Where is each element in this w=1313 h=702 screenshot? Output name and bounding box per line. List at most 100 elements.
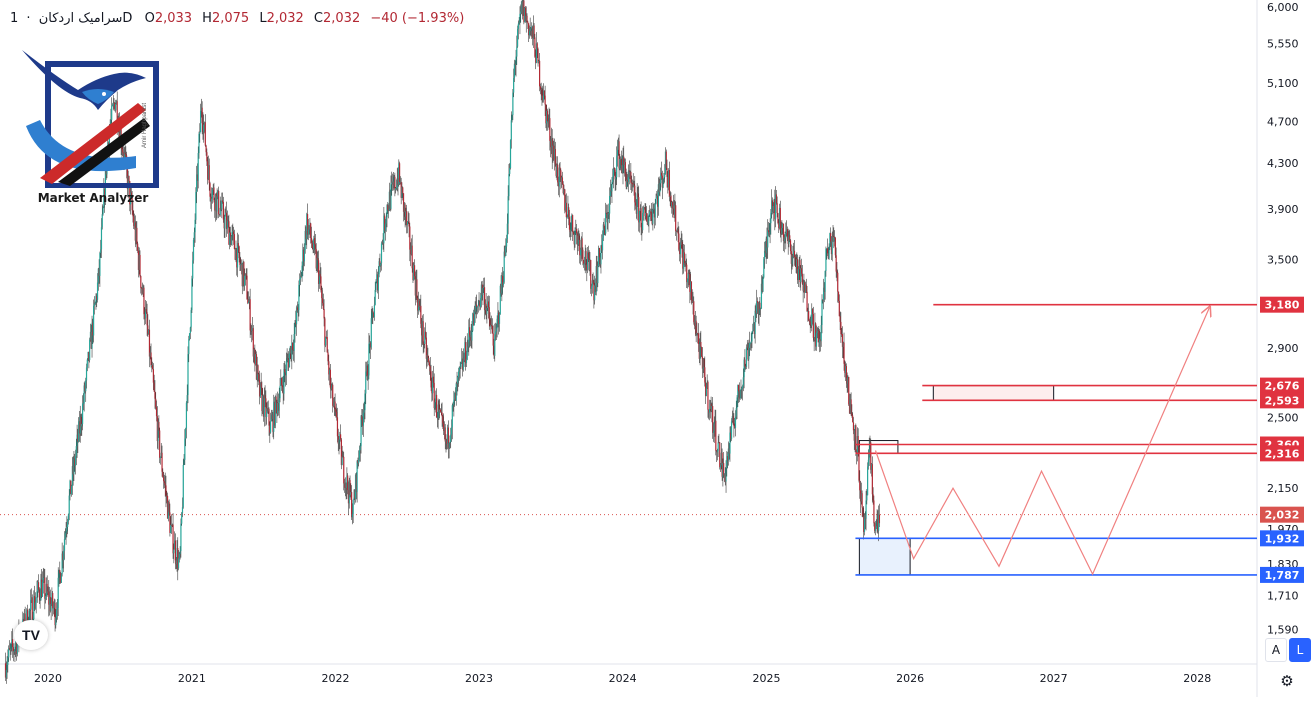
candle-body <box>68 495 70 515</box>
candle-body <box>56 609 58 618</box>
candle-body <box>100 227 103 250</box>
candle-body <box>230 236 232 245</box>
candle-body <box>148 329 151 357</box>
log-scale-button[interactable]: L <box>1289 638 1311 662</box>
candle-body <box>177 558 180 569</box>
candle-body <box>616 149 619 156</box>
auto-scale-button[interactable]: A <box>1265 638 1287 662</box>
candle-body <box>482 288 484 296</box>
candle-body <box>225 212 228 230</box>
zone-support <box>858 537 911 576</box>
candle-body <box>111 105 113 120</box>
candle-body <box>85 367 88 381</box>
candle-body <box>76 434 78 447</box>
candle-body <box>210 198 213 202</box>
candle-body <box>174 540 177 561</box>
candle-body <box>48 597 51 605</box>
candle-body <box>735 408 737 417</box>
candle-body <box>579 239 581 256</box>
candle-body <box>660 172 663 176</box>
candle-body <box>232 231 234 233</box>
candle-body <box>199 132 201 134</box>
candle-body <box>304 230 306 250</box>
candle-body <box>741 386 744 389</box>
candle-body <box>826 248 829 254</box>
candle-body <box>738 384 740 392</box>
candle-body <box>518 22 520 24</box>
candle-body <box>524 7 526 23</box>
candle-body <box>214 200 216 211</box>
candle-body <box>779 207 781 231</box>
candle-body <box>16 639 18 655</box>
candle-body <box>153 382 155 392</box>
candle-body <box>536 43 538 49</box>
candle-body <box>59 573 62 583</box>
candle-body <box>207 161 209 180</box>
candle-body <box>513 77 515 93</box>
candle-body <box>408 221 410 227</box>
candle-body <box>218 214 221 216</box>
candle-body <box>217 190 219 197</box>
candle-body <box>418 300 420 308</box>
settings-icon[interactable]: ⚙ <box>1280 673 1294 690</box>
candle-body <box>417 300 420 311</box>
candle-body <box>638 197 640 223</box>
candle-body <box>796 259 798 268</box>
candle-body <box>671 201 673 207</box>
candle-body <box>566 216 568 218</box>
candle-body <box>326 337 328 353</box>
candle-body <box>57 577 59 608</box>
candle-body <box>426 354 428 359</box>
candle-body <box>359 446 361 451</box>
candle-body <box>12 647 14 652</box>
candle-body <box>639 208 641 212</box>
candle-body <box>273 401 275 432</box>
candle-body <box>669 195 671 197</box>
candle-body <box>811 308 814 315</box>
candle-body <box>784 236 786 239</box>
candle-body <box>250 330 252 332</box>
candle-body <box>383 215 385 244</box>
candle-body <box>747 348 749 360</box>
candle-body <box>257 365 259 375</box>
candle-body <box>298 284 300 311</box>
candle-body <box>683 252 685 265</box>
candle-body <box>110 119 112 128</box>
candle-body <box>267 408 269 412</box>
candle-body <box>45 596 47 599</box>
candle-body <box>496 318 498 329</box>
candle-body <box>593 282 595 301</box>
candle-body <box>133 222 136 227</box>
candle-body <box>442 416 444 424</box>
candle-body <box>843 342 845 364</box>
candle-body <box>261 387 263 411</box>
candle-body <box>457 377 459 384</box>
candle-body <box>52 607 55 609</box>
candle-body <box>52 593 54 609</box>
level-price-tag-bg <box>1260 566 1304 583</box>
candle-body <box>61 553 63 575</box>
legend-high-label: H <box>202 11 212 26</box>
candle-body <box>838 300 840 317</box>
candle-body <box>282 387 284 394</box>
price-tick-label: 6,000 <box>1267 1 1299 14</box>
candle-body <box>596 266 598 284</box>
candle-body <box>173 549 175 554</box>
time-tick-label: 2025 <box>753 672 781 685</box>
candle-body <box>31 597 33 621</box>
candle-body <box>549 118 551 141</box>
candle-body <box>41 579 43 597</box>
candle-body <box>820 325 822 341</box>
candle-body <box>655 198 657 204</box>
candle-body <box>873 500 875 524</box>
candle-body <box>632 183 634 188</box>
tradingview-logo[interactable]: TV <box>14 620 48 650</box>
candle-body <box>192 239 195 261</box>
candle-body <box>152 369 154 383</box>
candle-body <box>730 432 732 439</box>
candle-body <box>645 212 647 216</box>
candle-body <box>70 480 72 495</box>
candle-body <box>177 548 179 569</box>
